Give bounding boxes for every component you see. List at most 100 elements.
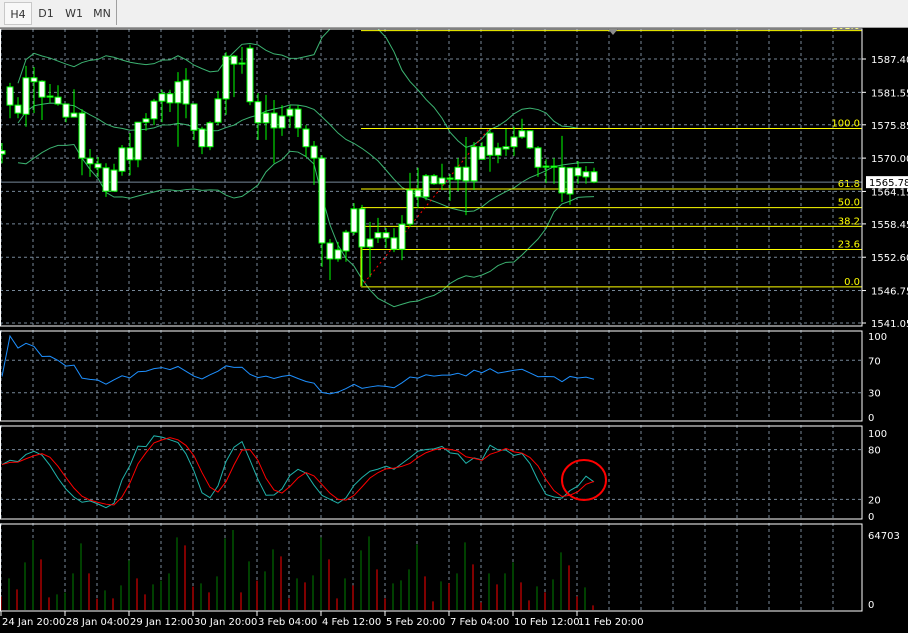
current-price-box bbox=[866, 176, 908, 189]
rsi-indicator bbox=[1, 334, 595, 395]
tab-h4[interactable]: H4 bbox=[4, 2, 32, 25]
candle-body bbox=[374, 232, 382, 239]
candle-body bbox=[574, 167, 582, 177]
panel-frame bbox=[0, 425, 863, 520]
volume-axis-label: 0 bbox=[868, 600, 874, 611]
price-axis-label: 1558.45 bbox=[871, 220, 908, 231]
candle-body bbox=[0, 150, 6, 155]
candle-body bbox=[590, 171, 598, 183]
annotation-circle[interactable] bbox=[561, 459, 607, 501]
candle-body bbox=[302, 128, 310, 148]
candle-body bbox=[534, 147, 542, 168]
candle-body bbox=[46, 95, 54, 98]
candle-body bbox=[526, 130, 534, 149]
fib-level-label: 0.0 bbox=[844, 277, 860, 288]
candle-body bbox=[318, 157, 326, 244]
candle-body bbox=[238, 62, 246, 65]
rsi-axis-label: 100 bbox=[868, 332, 887, 343]
time-axis-label: 10 Feb 12:00 bbox=[514, 617, 580, 628]
candle-body bbox=[558, 166, 566, 194]
candle-body bbox=[86, 157, 94, 165]
rsi-axis-label: 30 bbox=[868, 389, 881, 400]
candle-body bbox=[142, 118, 150, 123]
panel-frame bbox=[0, 28, 863, 327]
candle-body bbox=[158, 93, 166, 102]
candle-body bbox=[190, 103, 198, 131]
candle-body bbox=[334, 249, 342, 260]
candle-body bbox=[182, 79, 190, 105]
candle-body bbox=[430, 175, 438, 185]
candle-body bbox=[494, 147, 502, 156]
candle-body bbox=[366, 238, 374, 248]
time-axis-label: 30 Jan 20:00 bbox=[194, 617, 257, 628]
candle-body bbox=[342, 231, 350, 252]
time-axis-label: 24 Jan 20:00 bbox=[2, 617, 65, 628]
candle-body bbox=[470, 146, 478, 182]
candle-body bbox=[398, 223, 406, 250]
candle-body bbox=[214, 98, 222, 123]
price-axis-label: 1581.55 bbox=[871, 88, 908, 99]
panel-frames bbox=[0, 28, 863, 612]
candles bbox=[0, 44, 862, 287]
candle-body bbox=[254, 101, 262, 124]
volume-axis-label: 64703 bbox=[868, 531, 900, 542]
candle-body bbox=[294, 108, 302, 129]
axes: 1587.40 1581.55 1575.85 1570.00 1564.15 1558.… bbox=[0, 55, 908, 628]
candle-body bbox=[14, 104, 22, 114]
fib-level-label: 23.6 bbox=[838, 239, 860, 250]
panel-frame bbox=[0, 523, 863, 612]
price-axis-label: 1575.85 bbox=[871, 121, 908, 132]
candle-body bbox=[206, 122, 214, 148]
fib-trendline bbox=[360, 128, 490, 288]
toolbar-divider bbox=[116, 0, 117, 25]
stoch-main-line bbox=[1, 435, 595, 509]
fib-level-label: 61.8 bbox=[838, 179, 860, 190]
candle-body bbox=[382, 232, 390, 239]
tab-d1[interactable]: D1 bbox=[38, 7, 54, 20]
candle-body bbox=[582, 171, 590, 178]
candle-body bbox=[118, 147, 126, 172]
time-axis-label: 3 Feb 04:00 bbox=[258, 617, 317, 628]
candle-body bbox=[454, 166, 462, 181]
candle-body bbox=[62, 103, 70, 118]
candle-body bbox=[550, 165, 558, 168]
candle-body bbox=[174, 81, 182, 104]
candle-body bbox=[166, 93, 174, 104]
candle-body bbox=[462, 166, 470, 182]
candle-body bbox=[246, 47, 254, 103]
candle-body bbox=[542, 165, 550, 168]
candle-body bbox=[150, 100, 158, 120]
candle-body bbox=[110, 169, 118, 192]
tab-mn[interactable]: MN bbox=[93, 7, 111, 20]
candle-body bbox=[406, 189, 414, 225]
candle-body bbox=[486, 132, 494, 156]
candle-body bbox=[230, 55, 238, 65]
candle-body bbox=[478, 146, 486, 160]
stoch-axis-label: 20 bbox=[868, 495, 881, 506]
volume-indicator bbox=[0, 530, 594, 610]
fib-level-label: 100.0 bbox=[831, 118, 860, 129]
price-axis-label: 1541.05 bbox=[871, 319, 908, 330]
candle-body bbox=[54, 96, 62, 105]
price-axis-label: 1587.40 bbox=[871, 55, 908, 66]
tab-w1[interactable]: W1 bbox=[65, 7, 83, 20]
candle-body bbox=[70, 112, 78, 118]
candle-body bbox=[222, 55, 230, 100]
chart-shift-marker-icon[interactable] bbox=[608, 29, 618, 35]
bollinger-middle-line bbox=[17, 102, 595, 213]
candle-body bbox=[262, 112, 270, 124]
candle-body bbox=[6, 86, 14, 106]
timeframe-toolbar: H4 D1 W1 MN bbox=[0, 0, 908, 28]
time-axis-label: 11 Feb 20:00 bbox=[578, 617, 644, 628]
time-axis-label: 4 Feb 12:00 bbox=[322, 617, 381, 628]
price-axis-label: 1570.00 bbox=[871, 154, 908, 165]
candle-body bbox=[438, 177, 446, 185]
price-axis-label: 1564.15 bbox=[871, 187, 908, 198]
candle-body bbox=[78, 112, 86, 159]
stoch-axis-label: 100 bbox=[868, 429, 887, 440]
candle-body bbox=[390, 237, 398, 250]
candle-body bbox=[350, 208, 358, 233]
candle-body bbox=[94, 163, 102, 169]
candle-body bbox=[358, 208, 366, 248]
